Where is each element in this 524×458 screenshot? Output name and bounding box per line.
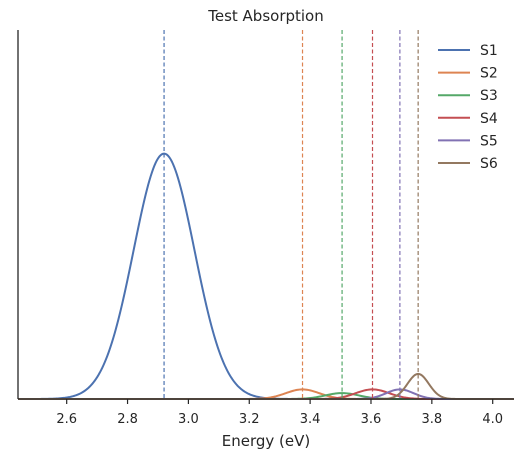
x-tick-label: 3.6 xyxy=(361,412,382,427)
legend-label-s5: S5 xyxy=(480,133,498,149)
legend-label-s1: S1 xyxy=(480,43,498,59)
x-tick-label: 3.8 xyxy=(421,412,442,427)
series-line-s2 xyxy=(18,388,514,400)
legend-label-s3: S3 xyxy=(480,88,498,104)
x-tick-label: 3.2 xyxy=(239,412,260,427)
x-tick-label: 3.4 xyxy=(300,412,321,427)
legend: S1 S2 S3 S4 S5 S6 xyxy=(438,43,498,172)
legend-label-s2: S2 xyxy=(480,66,498,82)
x-tick-label: 4.0 xyxy=(482,412,503,427)
series-line-s1 xyxy=(18,152,514,400)
x-ticks: 2.6 2.8 3.0 3.2 3.4 3.6 3.8 4.0 xyxy=(56,399,503,427)
x-tick-label: 2.6 xyxy=(56,412,77,427)
plot-lines xyxy=(18,152,514,400)
series-line-s6 xyxy=(18,372,514,400)
x-tick-label: 3.0 xyxy=(178,412,199,427)
peak-markers xyxy=(163,30,419,399)
x-tick-label: 2.8 xyxy=(117,412,138,427)
legend-label-s6: S6 xyxy=(480,156,498,172)
legend-label-s4: S4 xyxy=(480,111,498,127)
x-axis-title: Energy (eV) xyxy=(222,432,310,450)
chart-title: Test Absorption xyxy=(207,7,324,25)
